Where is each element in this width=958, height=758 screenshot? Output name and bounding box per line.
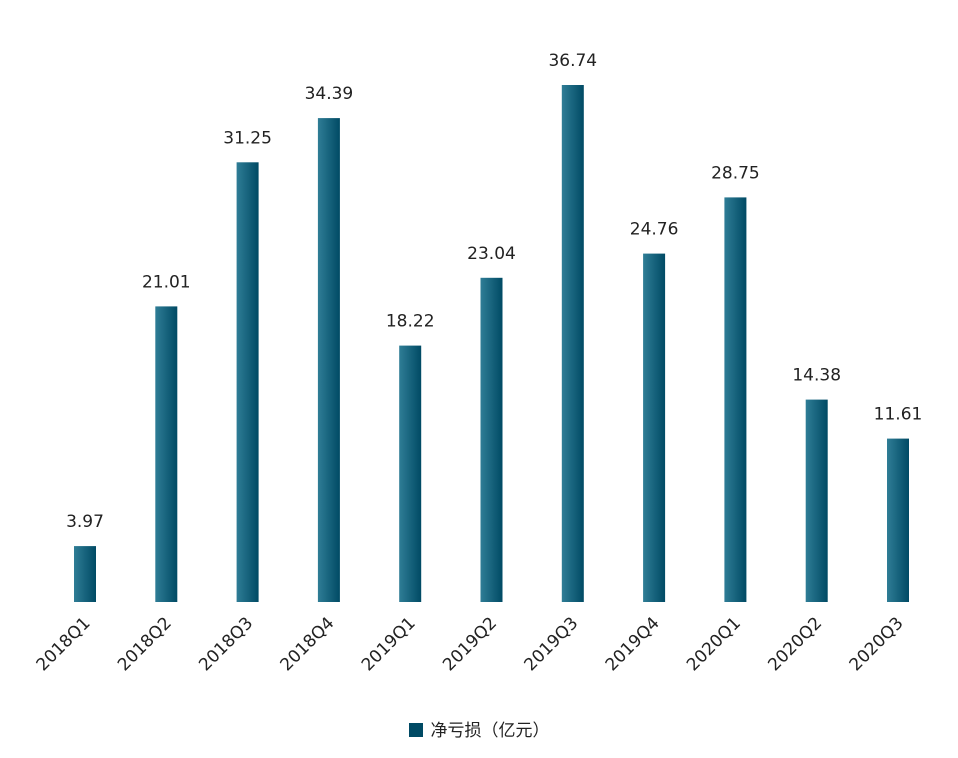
value-label-2018Q3: 31.25 [223, 128, 272, 148]
value-label-2020Q2: 14.38 [792, 366, 841, 386]
x-tick-label-2019Q2: 2019Q2 [439, 613, 501, 675]
value-label-2019Q3: 36.74 [548, 51, 597, 71]
value-label-2019Q2: 23.04 [467, 244, 516, 264]
x-tick-labels-group: 2018Q1 2018Q2 2018Q3 2018Q4 2019Q1 2019Q2 2019… [33, 613, 908, 675]
value-label-2019Q1: 18.22 [386, 312, 435, 332]
value-labels-group: 3.97 21.01 31.25 34.39 18.22 23.04 36.74 24.76 2… [66, 51, 922, 532]
bar-2019Q2 [480, 277, 503, 602]
x-tick-label-2018Q4: 2018Q4 [277, 613, 339, 675]
bar-2020Q3 [887, 438, 909, 602]
x-tick-label-2019Q4: 2019Q4 [602, 613, 664, 675]
x-tick-label-2018Q3: 2018Q3 [195, 613, 257, 675]
legend-swatch-icon [408, 723, 423, 737]
bar-2019Q1 [399, 345, 422, 602]
value-label-2019Q4: 24.76 [630, 220, 679, 240]
bar-2018Q2 [155, 306, 178, 602]
bar-2018Q1 [74, 546, 96, 602]
x-tick-label-2019Q3: 2019Q3 [520, 613, 582, 675]
x-tick-label-2018Q1: 2018Q1 [33, 613, 95, 675]
bar-2019Q3 [561, 85, 584, 602]
value-label-2018Q4: 34.39 [305, 84, 354, 104]
legend-label: 净亏损（亿元） [430, 721, 550, 741]
legend: 净亏损（亿元） [0, 716, 958, 741]
x-tick-label-2018Q2: 2018Q2 [114, 613, 176, 675]
value-label-2018Q1: 3.97 [66, 512, 104, 532]
x-tick-label-2020Q3: 2020Q3 [846, 613, 908, 675]
bars-group [74, 85, 909, 603]
value-label-2020Q1: 28.75 [711, 163, 760, 183]
x-tick-label-2019Q1: 2019Q1 [358, 613, 420, 675]
bar-2020Q1 [724, 197, 747, 602]
bar-2018Q3 [236, 162, 259, 603]
bar-2019Q4 [643, 253, 666, 602]
bar-2020Q2 [805, 399, 828, 602]
x-tick-label-2020Q2: 2020Q2 [764, 613, 826, 675]
value-label-2018Q2: 21.01 [142, 272, 191, 292]
x-tick-label-2020Q1: 2020Q1 [683, 613, 745, 675]
value-label-2020Q3: 11.61 [874, 405, 923, 425]
bar-2018Q4 [317, 118, 340, 602]
